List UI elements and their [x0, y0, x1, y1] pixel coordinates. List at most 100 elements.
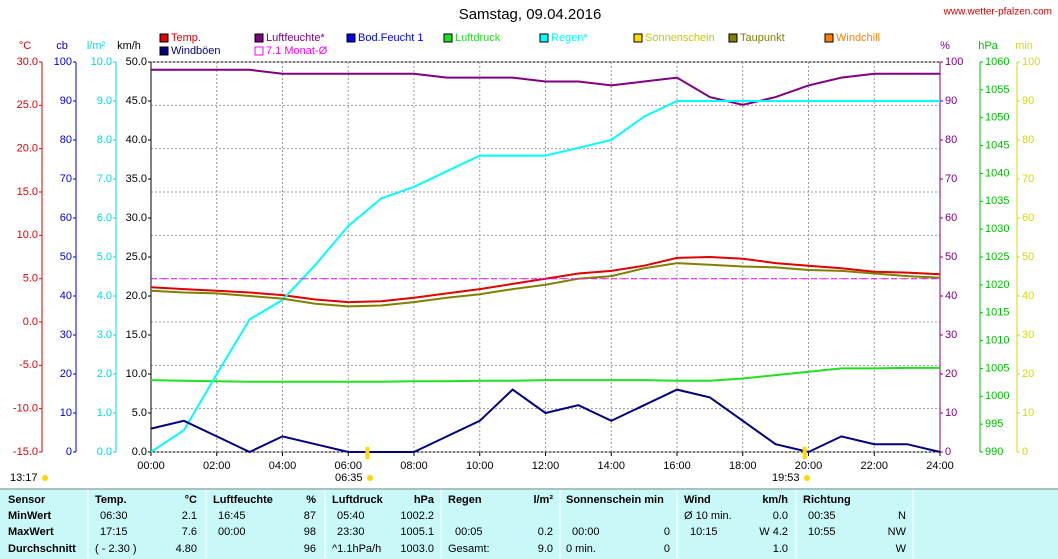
y-tick-label: -5.0 [19, 359, 38, 371]
y-tick-label: 0 [945, 446, 951, 458]
legend-swatch [824, 33, 834, 43]
y-tick-label: 1050 [985, 112, 1009, 124]
y-tick-label: 20 [945, 368, 957, 380]
legend-swatch [443, 33, 453, 43]
y-tick-label: 80 [945, 134, 957, 146]
table-cell: 00:00 [218, 526, 246, 538]
series-line [151, 68, 940, 106]
y-tick-label: 80 [60, 134, 72, 146]
x-tick-label: 08:00 [400, 460, 428, 472]
y-tick-label: 20 [60, 368, 72, 380]
x-tick-label: 16:00 [663, 460, 691, 472]
annotation-dot [367, 475, 373, 481]
y-tick-label: 5.0 [97, 251, 112, 263]
legend-swatch [254, 33, 264, 43]
y-tick-label: 1045 [985, 139, 1009, 151]
table-header: Sonnenschein min [566, 494, 664, 506]
axis-label: hPa [978, 40, 998, 52]
table-header: Wind [684, 494, 711, 506]
y-tick-label: 20.0 [17, 143, 38, 155]
sun-marker [802, 447, 807, 459]
table-cell: 1.0 [773, 543, 788, 555]
y-tick-label: 4.0 [97, 290, 112, 302]
table-cell: Durchschnitt [8, 543, 76, 555]
table-header: l/m² [533, 494, 553, 506]
table-cell: 0.0 [773, 510, 788, 522]
y-tick-label: 1060 [985, 56, 1009, 68]
table-cell: 87 [304, 510, 316, 522]
legend-label: Sonnenschein [645, 32, 715, 44]
axis-label: % [940, 40, 950, 52]
y-tick-label: 30.0 [17, 56, 38, 68]
axis-label: km/h [117, 40, 141, 52]
y-tick-label: 100 [54, 56, 72, 68]
legend-swatch [539, 33, 549, 43]
y-tick-label: 100 [945, 56, 963, 68]
y-tick-label: 5.0 [23, 273, 38, 285]
axis-label: cb [56, 40, 68, 52]
y-tick-label: 25.0 [126, 251, 147, 263]
y-tick-label: 15.0 [126, 329, 147, 341]
table-cell: 4.80 [176, 543, 197, 555]
legend-label: Taupunkt [740, 32, 785, 44]
axis-label: min [1015, 40, 1033, 52]
y-tick-label: 0.0 [97, 446, 112, 458]
y-tick-label: 45.0 [126, 95, 147, 107]
sun-marker [365, 447, 370, 459]
y-tick-label: 1055 [985, 84, 1009, 96]
plot-area [150, 61, 941, 453]
legend-label: Windchill [836, 32, 880, 44]
annotation: 06:35 [335, 472, 363, 484]
legend-label: Temp. [171, 32, 201, 44]
y-tick-label: 8.0 [97, 134, 112, 146]
table-cell: 1003.0 [400, 543, 434, 555]
axis-label: l/m² [87, 40, 106, 52]
table-header: Luftfeuchte [213, 494, 273, 506]
legend-swatch [633, 33, 643, 43]
table-cell: ( - 2.30 ) [95, 543, 137, 555]
annotation: 13:17 [10, 472, 38, 484]
table-cell: 96 [304, 543, 316, 555]
y-tick-label: 60 [945, 212, 957, 224]
table-header: hPa [414, 494, 435, 506]
y-tick-label: 0.0 [23, 316, 38, 328]
y-tick-label: 70 [1022, 173, 1034, 185]
y-tick-label: -15.0 [13, 446, 38, 458]
y-tick-label: 990 [985, 446, 1003, 458]
table-cell: MinWert [8, 510, 52, 522]
y-tick-label: 70 [60, 173, 72, 185]
y-tick-label: 0.0 [132, 446, 147, 458]
y-tick-label: 25.0 [17, 99, 38, 111]
y-tick-label: 3.0 [97, 329, 112, 341]
x-tick-label: 12:00 [532, 460, 560, 472]
legend-swatch [254, 46, 264, 56]
table-cell: 1005.1 [400, 526, 434, 538]
legend-label: Windböen [171, 45, 221, 57]
y-tick-label: 100 [1022, 56, 1040, 68]
table-cell: NW [888, 526, 907, 538]
table-cell: 0.2 [538, 526, 553, 538]
y-tick-label: 40 [1022, 290, 1034, 302]
table-cell: 16:45 [218, 510, 246, 522]
y-tick-label: 90 [945, 95, 957, 107]
table-cell: 0 [664, 526, 670, 538]
table-cell: 9.0 [538, 543, 553, 555]
y-tick-label: 20.0 [126, 290, 147, 302]
legend-swatch [346, 33, 356, 43]
series-line [150, 262, 941, 308]
legend-swatch [159, 33, 169, 43]
table-cell: 17:15 [100, 526, 128, 538]
chart-title: Samstag, 09.04.2016 [459, 6, 602, 23]
y-tick-label: 50 [1022, 251, 1034, 263]
legend-swatch [159, 46, 169, 56]
y-tick-label: 995 [985, 418, 1003, 430]
table-cell: W 4.2 [759, 526, 788, 538]
table-cell: 0 [664, 543, 670, 555]
y-tick-label: 1.0 [97, 407, 112, 419]
y-tick-label: 60 [1022, 212, 1034, 224]
y-tick-label: 70 [945, 173, 957, 185]
x-tick-label: 20:00 [795, 460, 823, 472]
y-tick-label: 2.0 [97, 368, 112, 380]
y-tick-label: 10 [60, 407, 72, 419]
